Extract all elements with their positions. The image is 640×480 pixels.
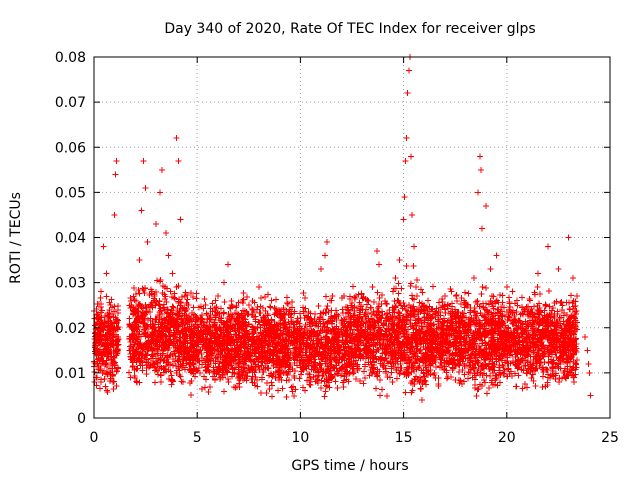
band-point <box>94 301 101 308</box>
band-point <box>114 364 121 371</box>
band-point <box>105 321 112 328</box>
band-point <box>174 367 181 374</box>
band-point <box>97 295 104 302</box>
band-point <box>159 290 166 297</box>
band-point <box>113 382 120 389</box>
band-point <box>170 304 177 311</box>
band-point <box>115 302 122 309</box>
band-point <box>101 312 108 319</box>
band-point <box>136 379 143 386</box>
chart-title: Day 340 of 2020, Rate Of TEC Index for r… <box>164 21 535 37</box>
band-point <box>91 360 98 367</box>
band-point <box>151 361 158 368</box>
band-point <box>126 315 133 322</box>
band-point <box>93 318 100 325</box>
band-point <box>102 360 109 367</box>
band-point <box>143 371 150 378</box>
band-point <box>104 388 111 395</box>
band-point <box>136 290 143 297</box>
band-point <box>141 289 148 296</box>
band-point <box>106 306 113 313</box>
band-point <box>103 293 110 300</box>
band-point <box>169 303 176 310</box>
band-point <box>163 299 170 306</box>
band-point <box>107 340 114 347</box>
band-point <box>167 333 174 340</box>
band-point <box>167 288 174 295</box>
band-point <box>157 379 164 386</box>
band-point <box>96 385 103 392</box>
band-point <box>103 353 110 360</box>
band-point <box>111 354 118 361</box>
band-point <box>112 314 119 321</box>
band-point <box>115 309 122 316</box>
band-point <box>95 340 102 347</box>
band-point <box>157 316 164 323</box>
band-point <box>105 318 112 325</box>
band-point <box>114 339 121 346</box>
band-point <box>141 315 148 322</box>
band-point <box>158 356 165 363</box>
band-point <box>154 345 161 352</box>
band-point <box>170 294 177 301</box>
band-point <box>178 378 185 385</box>
band-point <box>99 326 106 333</box>
band-point <box>105 314 112 321</box>
band-point <box>114 334 121 341</box>
band-point <box>97 376 104 383</box>
band-point <box>99 307 106 314</box>
band-point <box>109 371 116 378</box>
band-point <box>108 341 115 348</box>
band-point <box>111 303 118 310</box>
band-point <box>106 333 113 340</box>
band-point <box>101 361 108 368</box>
band-point <box>114 350 121 357</box>
band-point <box>113 368 120 375</box>
band-point <box>101 350 108 357</box>
band-point <box>97 318 104 325</box>
band-point <box>136 318 143 325</box>
band-point <box>182 289 189 296</box>
band-point <box>110 378 117 385</box>
band-point <box>184 296 191 303</box>
band-point <box>113 320 120 327</box>
band-point <box>113 341 120 348</box>
band-point <box>168 376 175 383</box>
band-point <box>141 310 148 317</box>
band-point <box>173 284 180 291</box>
band-point <box>110 385 117 392</box>
band-point <box>167 351 174 358</box>
band-point <box>127 304 134 311</box>
band-point <box>101 375 108 382</box>
band-point <box>141 326 148 333</box>
band-point <box>166 376 173 383</box>
band-point <box>94 346 101 353</box>
band-point <box>107 356 114 363</box>
band-point <box>180 379 187 386</box>
band-point <box>113 368 120 375</box>
band-point <box>157 372 164 379</box>
band-point <box>95 356 102 363</box>
band-point <box>105 309 112 316</box>
band-point <box>152 379 159 386</box>
band-point <box>95 366 102 373</box>
band-point <box>106 313 113 320</box>
band-point <box>106 299 113 306</box>
band-point <box>130 284 137 291</box>
band-point <box>91 378 98 385</box>
band-point <box>98 304 105 311</box>
band-point <box>110 308 117 315</box>
band-point <box>91 315 98 322</box>
band-point <box>95 313 102 320</box>
band-point <box>96 357 103 364</box>
band-point <box>175 298 182 305</box>
band-point <box>98 314 105 321</box>
band-point <box>94 330 101 337</box>
band-point <box>127 294 134 301</box>
band-point <box>104 327 111 334</box>
